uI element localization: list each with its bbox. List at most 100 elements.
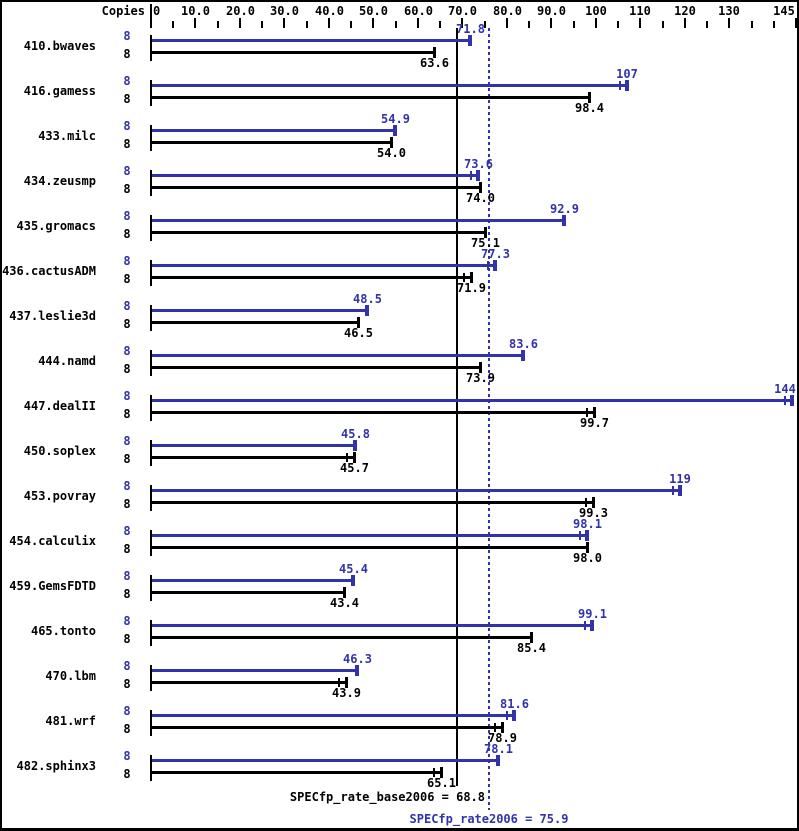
benchmark-name: 450.soplex	[23, 444, 96, 458]
peak-bar	[152, 489, 680, 492]
base-bar-second-tick	[585, 498, 587, 507]
row-baseline-tick	[150, 350, 152, 376]
base-bar-cap	[484, 227, 487, 238]
row-baseline-tick	[150, 35, 152, 61]
copies-value-peak: 8	[123, 164, 131, 178]
copies-value-base: 8	[123, 92, 131, 106]
axis-minor-tick	[662, 21, 664, 28]
axis-minor-tick	[350, 21, 352, 28]
row-baseline-tick	[150, 710, 152, 736]
base-bar-cap	[530, 632, 533, 643]
peak-value-label: 71.8	[456, 22, 485, 36]
benchmark-name: 470.lbm	[45, 669, 96, 683]
peak-value-label: 81.6	[500, 697, 529, 711]
copies-value-base: 8	[123, 272, 131, 286]
base-bar	[152, 96, 589, 99]
axis-tick-label: 100	[585, 4, 607, 18]
axis-tick-label: 20.0	[226, 4, 255, 18]
base-value-label: 54.0	[377, 146, 406, 160]
peak-value-label: 144	[774, 382, 796, 396]
peak-bar-second-tick	[506, 711, 508, 720]
axis-major-tick	[639, 18, 641, 28]
base-bar-cap	[586, 542, 589, 553]
axis-tick-label: 130	[718, 4, 740, 18]
peak-bar-second-tick	[619, 81, 621, 90]
axis-minor-tick	[773, 21, 775, 28]
peak-bar	[152, 129, 395, 132]
copies-value-peak: 8	[123, 614, 131, 628]
copies-value-peak: 8	[123, 119, 131, 133]
peak-bar-cap	[625, 80, 629, 91]
base-bar	[152, 636, 531, 639]
peak-bar-cap	[393, 125, 397, 136]
axis-minor-tick	[528, 21, 530, 28]
copies-value-peak: 8	[123, 749, 131, 763]
peak-bar-second-tick	[784, 396, 786, 405]
base-bar-cap	[592, 497, 595, 508]
axis-major-tick	[550, 18, 552, 28]
benchmark-name: 416.gamess	[23, 84, 96, 98]
peak-bar	[152, 669, 357, 672]
base-bar-second-tick	[494, 723, 496, 732]
copies-value-peak: 8	[123, 479, 131, 493]
peak-bar	[152, 174, 478, 177]
base-bar-cap	[440, 767, 443, 778]
peak-value-label: 119	[669, 472, 691, 486]
copies-value-base: 8	[123, 767, 131, 781]
peak-bar-cap	[496, 755, 500, 766]
row-baseline-tick	[150, 665, 152, 691]
axis-minor-tick	[706, 21, 708, 28]
copies-value-peak: 8	[123, 299, 131, 313]
benchmark-name: 453.povray	[23, 489, 96, 503]
axis-tick-label: 30.0	[270, 4, 299, 18]
row-baseline-tick	[150, 305, 152, 331]
axis-major-tick	[461, 18, 463, 28]
peak-bar-cap	[353, 440, 357, 451]
axis-minor-tick	[261, 21, 263, 28]
base-bar	[152, 501, 593, 504]
base-bar	[152, 591, 344, 594]
axis-minor-tick	[306, 21, 308, 28]
peak-value-label: 54.9	[381, 112, 410, 126]
base-value-label: 43.4	[330, 596, 359, 610]
copies-value-peak: 8	[123, 209, 131, 223]
base-bar	[152, 186, 480, 189]
peak-bar	[152, 714, 514, 717]
benchmark-name: 481.wrf	[45, 714, 96, 728]
base-bar	[152, 321, 358, 324]
base-value-label: 75.1	[471, 236, 500, 250]
peak-value-label: 107	[616, 67, 638, 81]
base-bar-second-tick	[346, 453, 348, 462]
axis-major-tick	[728, 18, 730, 28]
peak-mean-label: SPECfp_rate2006 = 75.9	[409, 812, 569, 826]
base-bar-cap	[390, 137, 393, 148]
axis-tick-label: 60.0	[404, 4, 433, 18]
base-value-label: 73.9	[466, 371, 495, 385]
base-bar-cap	[470, 272, 473, 283]
peak-bar-cap	[493, 260, 497, 271]
benchmark-name: 433.milc	[38, 129, 96, 143]
base-value-label: 74.0	[466, 191, 495, 205]
axis-tick-label: 80.0	[493, 4, 522, 18]
axis-minor-tick	[484, 21, 486, 28]
peak-bar	[152, 444, 355, 447]
row-baseline-tick	[150, 170, 152, 196]
benchmark-name: 410.bwaves	[23, 39, 96, 53]
base-bar-cap	[343, 587, 346, 598]
peak-bar	[152, 219, 564, 222]
copies-value-peak: 8	[123, 569, 131, 583]
copies-value-base: 8	[123, 182, 131, 196]
benchmark-name: 437.leslie3d	[9, 309, 96, 323]
peak-value-label: 92.9	[550, 202, 579, 216]
axis-major-tick	[684, 18, 686, 28]
peak-bar-cap	[476, 170, 480, 181]
peak-value-label: 77.3	[481, 247, 510, 261]
axis-tick-label: 120	[674, 4, 696, 18]
benchmark-name: 454.calculix	[9, 534, 96, 548]
copies-value-peak: 8	[123, 659, 131, 673]
row-baseline-tick	[150, 530, 152, 556]
peak-bar	[152, 309, 367, 312]
base-bar-cap	[353, 452, 356, 463]
